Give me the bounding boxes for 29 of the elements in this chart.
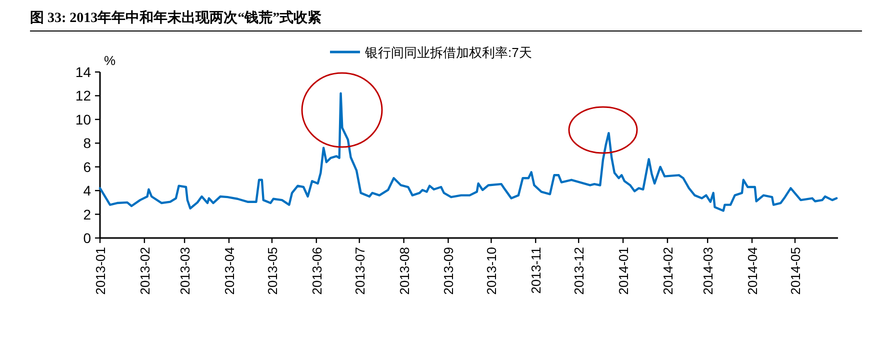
x-tick-label: 2013-10 xyxy=(484,247,500,295)
x-tick-label: 2013-12 xyxy=(572,247,587,295)
y-tick-label: 12 xyxy=(75,88,92,104)
x-tick-label: 2013-08 xyxy=(396,247,412,295)
x-tick-label: 2013-09 xyxy=(441,247,456,295)
chart-title: 图 33: 2013年年中和年末出现两次“钱荒”式收紧 xyxy=(30,10,322,26)
y-tick-label: 14 xyxy=(75,64,92,80)
y-tick-label: 6 xyxy=(83,158,92,175)
y-tick-label: 4 xyxy=(83,182,92,199)
line-series xyxy=(98,92,838,212)
x-tick-label: 2014-04 xyxy=(745,247,760,295)
x-tick-label: 2013-04 xyxy=(222,247,237,295)
y-tick-label: 10 xyxy=(75,111,92,128)
x-tick-label: 2014-03 xyxy=(700,247,716,295)
x-tick-label: 2013-07 xyxy=(352,247,368,295)
y-tick-label: 2 xyxy=(83,206,92,222)
x-tick-label: 2014-05 xyxy=(788,247,804,295)
y-axis-title: % xyxy=(104,53,116,68)
x-tick-label: 2013-06 xyxy=(309,247,324,295)
y-tick-label: 0 xyxy=(83,230,92,246)
x-tick-label: 2013-01 xyxy=(93,247,108,295)
x-tick-label: 2013-03 xyxy=(178,247,193,295)
legend-label: 银行间同业拆借加权利率:7天 xyxy=(364,45,532,60)
x-tick-label: 2014-01 xyxy=(616,247,632,295)
x-tick-label: 2013-11 xyxy=(528,247,544,294)
x-tick-label: 2013-02 xyxy=(137,247,152,295)
y-tick-label: 8 xyxy=(83,135,92,152)
x-tick-label: 2013-05 xyxy=(264,247,280,295)
x-tick-label: 2014-02 xyxy=(660,247,676,295)
